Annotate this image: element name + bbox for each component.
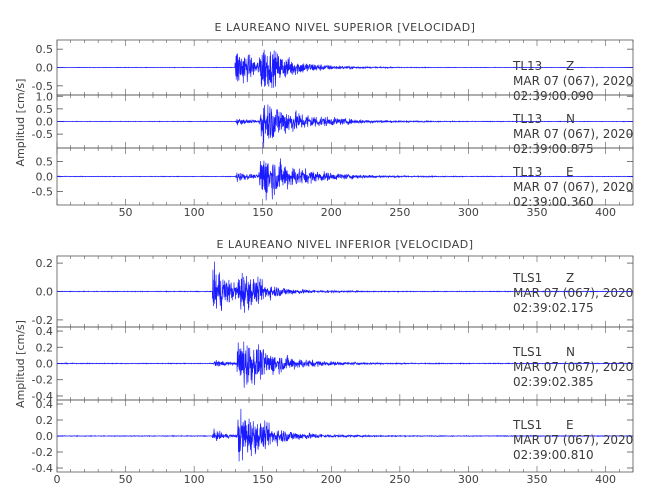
component-label: Z xyxy=(566,271,574,285)
x-tick-label: 250 xyxy=(389,206,410,219)
station-label: TL13 xyxy=(512,59,542,73)
x-tick-label: 300 xyxy=(458,206,479,219)
x-tick-label: 350 xyxy=(527,473,548,486)
y-tick-label: -0.4 xyxy=(32,462,53,475)
y-tick-label: 0.5 xyxy=(36,156,54,169)
x-tick-label: 150 xyxy=(252,206,273,219)
x-tick-label: 50 xyxy=(119,206,133,219)
start-time-label: 02:39:00.810 xyxy=(513,448,594,462)
x-tick-label: 250 xyxy=(389,473,410,486)
station-label: TL13 xyxy=(512,112,542,126)
component-label: N xyxy=(566,112,575,126)
component-label: E xyxy=(566,418,574,432)
panel-2: E LAUREANO NIVEL INFERIOR [VELOCIDAD] Amp… xyxy=(14,238,634,486)
start-time-label: 02:39:00.360 xyxy=(513,195,594,209)
waveform-line xyxy=(56,261,633,313)
panel-title: E LAUREANO NIVEL SUPERIOR [VELOCIDAD] xyxy=(215,21,476,34)
component-label: Z xyxy=(566,59,574,73)
component-label: E xyxy=(566,165,574,179)
component-label: N xyxy=(566,345,575,359)
x-tick-label: 400 xyxy=(595,206,616,219)
y-tick-label: 0.5 xyxy=(36,43,54,56)
y-tick-label: -0.2 xyxy=(32,374,53,387)
y-tick-label: -0.5 xyxy=(32,128,53,141)
y-tick-label: 0.0 xyxy=(36,286,54,299)
date-label: MAR 07 (067), 2020 xyxy=(513,286,633,300)
station-label: TL13 xyxy=(512,165,542,179)
x-tick-label: 0 xyxy=(54,473,61,486)
panel-title: E LAUREANO NIVEL INFERIOR [VELOCIDAD] xyxy=(216,238,473,251)
y-tick-label: 0.2 xyxy=(36,414,54,427)
y-tick-label: 0.0 xyxy=(36,430,54,443)
start-time-label: 02:39:00.875 xyxy=(513,142,594,156)
x-tick-label: 400 xyxy=(595,473,616,486)
panel-1: E LAUREANO NIVEL SUPERIOR [VELOCIDAD] Amp… xyxy=(14,21,634,219)
y-tick-label: -0.4 xyxy=(32,390,53,403)
date-label: MAR 07 (067), 2020 xyxy=(513,127,633,141)
y-tick-label: 0.4 xyxy=(36,325,54,338)
x-tick-label: 50 xyxy=(119,473,133,486)
x-tick-label: 200 xyxy=(321,206,342,219)
y-tick-label: 0.0 xyxy=(36,116,54,129)
y-tick-label: 0.0 xyxy=(36,358,54,371)
x-tick-label: 100 xyxy=(184,206,205,219)
y-axis-label: Amplitud [cm/s] xyxy=(14,320,27,408)
y-tick-label: -0.5 xyxy=(32,80,53,93)
waveform-line xyxy=(56,158,634,201)
x-tick-label: 200 xyxy=(321,473,342,486)
y-tick-label: 0.0 xyxy=(36,171,54,184)
y-tick-label: 0.4 xyxy=(36,398,54,411)
waveform-line xyxy=(56,104,634,149)
waveform-line xyxy=(56,49,634,89)
station-label: TLS1 xyxy=(512,345,542,359)
y-tick-label: -0.5 xyxy=(32,186,53,199)
x-tick-label: 300 xyxy=(458,473,479,486)
date-label: MAR 07 (067), 2020 xyxy=(513,433,633,447)
start-time-label: 02:39:00.090 xyxy=(513,89,594,103)
y-tick-label: -0.2 xyxy=(32,314,53,327)
date-label: MAR 07 (067), 2020 xyxy=(513,180,633,194)
station-label: TLS1 xyxy=(512,271,542,285)
y-tick-label: 1.0 xyxy=(36,90,54,103)
start-time-label: 02:39:02.175 xyxy=(513,301,594,315)
y-tick-label: 0.2 xyxy=(36,257,54,270)
y-axis-label: Amplitud [cm/s] xyxy=(14,79,27,167)
start-time-label: 02:39:02.385 xyxy=(513,375,594,389)
x-tick-label: 350 xyxy=(527,206,548,219)
y-tick-label: 0.2 xyxy=(36,341,54,354)
waveform-line xyxy=(56,341,634,388)
y-tick-label: 0.0 xyxy=(36,62,54,75)
date-label: MAR 07 (067), 2020 xyxy=(513,74,633,88)
x-tick-label: 150 xyxy=(252,473,273,486)
x-tick-label: 100 xyxy=(184,473,205,486)
waveform-line xyxy=(56,408,634,462)
date-label: MAR 07 (067), 2020 xyxy=(513,360,633,374)
y-tick-label: 0.5 xyxy=(36,103,54,116)
y-tick-label: -0.2 xyxy=(32,446,53,459)
station-label: TLS1 xyxy=(512,418,542,432)
